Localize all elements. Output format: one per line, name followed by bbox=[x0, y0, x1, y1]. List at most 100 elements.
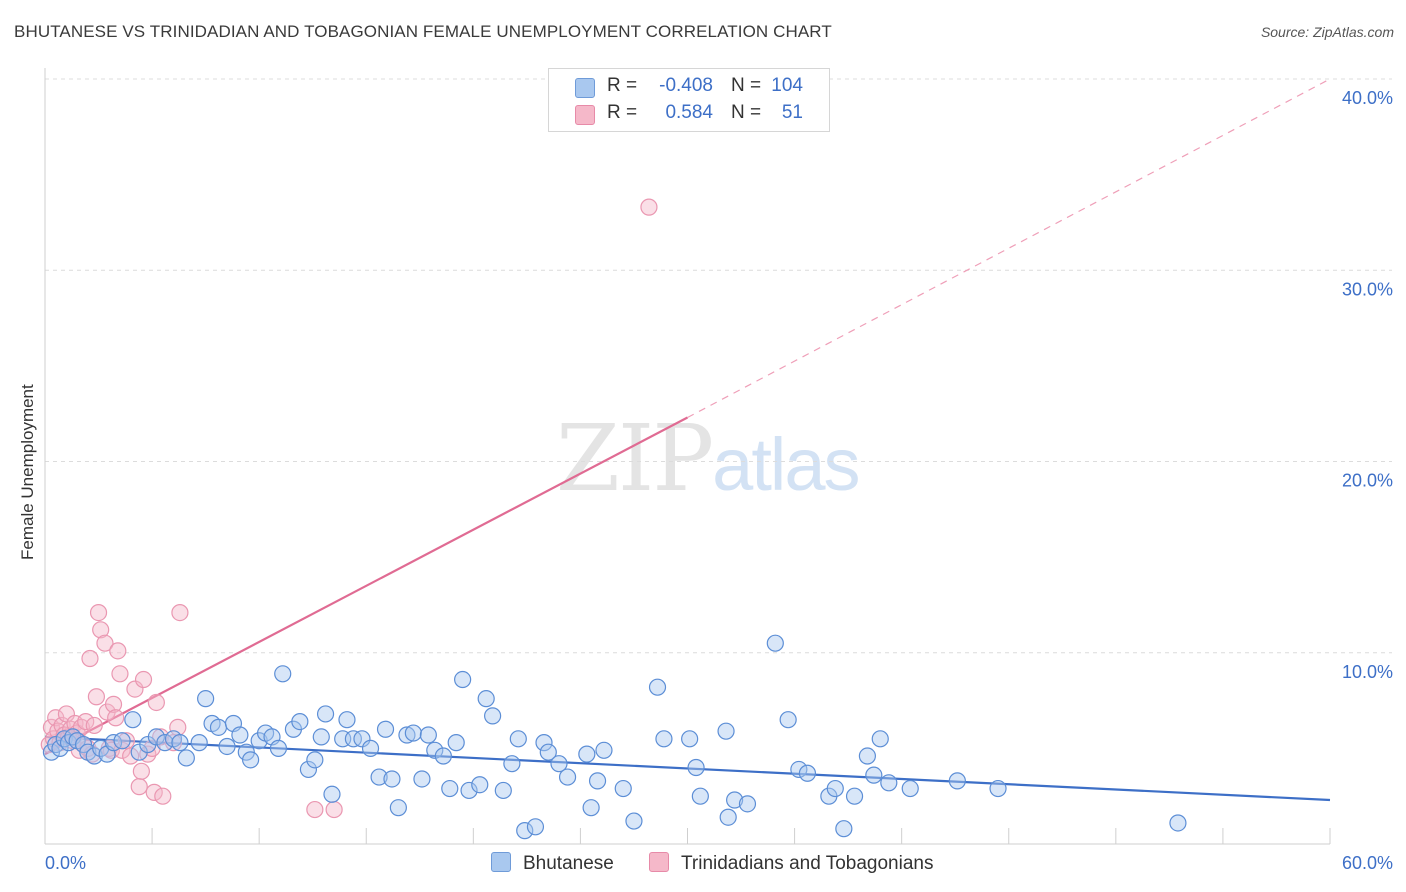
point-bhutanese bbox=[323, 785, 341, 803]
point-bhutanese bbox=[865, 766, 883, 784]
point-bhutanese bbox=[826, 779, 844, 798]
legend-label-trinidadians: Trinidadians and Tobagonians bbox=[681, 853, 934, 874]
point-trinidadians bbox=[89, 603, 108, 622]
point-bhutanese bbox=[835, 820, 853, 838]
point-trinidadians bbox=[85, 716, 103, 735]
point-bhutanese bbox=[274, 665, 292, 683]
legend-r-value: 0.584 bbox=[665, 102, 713, 123]
legend-swatch-blue bbox=[575, 78, 595, 98]
point-bhutanese bbox=[477, 690, 495, 708]
point-bhutanese bbox=[177, 749, 195, 767]
legend-n-label: N = bbox=[731, 75, 762, 96]
legend-item-trinidadians[interactable]: Trinidadians and Tobagonians bbox=[649, 852, 933, 875]
legend-item-bhutanese[interactable]: Bhutanese bbox=[491, 852, 614, 875]
legend-label-bhutanese: Bhutanese bbox=[523, 853, 614, 874]
point-trinidadians bbox=[154, 787, 172, 805]
point-bhutanese bbox=[880, 774, 898, 792]
point-trinidadians bbox=[132, 762, 150, 780]
point-bhutanese bbox=[687, 758, 705, 777]
point-bhutanese bbox=[655, 730, 673, 748]
legend-r-value: -0.408 bbox=[659, 75, 713, 96]
point-bhutanese bbox=[858, 747, 877, 765]
point-bhutanese bbox=[147, 728, 165, 746]
point-bhutanese bbox=[798, 764, 817, 782]
point-bhutanese bbox=[370, 768, 388, 786]
point-bhutanese bbox=[779, 711, 797, 729]
point-bhutanese bbox=[447, 734, 465, 752]
point-bhutanese bbox=[719, 808, 737, 826]
point-bhutanese bbox=[124, 711, 142, 729]
point-bhutanese bbox=[190, 734, 208, 752]
point-bhutanese bbox=[306, 751, 324, 769]
point-bhutanese bbox=[51, 739, 69, 757]
point-bhutanese bbox=[766, 634, 784, 652]
point-bhutanese bbox=[845, 787, 864, 805]
point-bhutanese bbox=[681, 730, 699, 748]
point-trinidadians bbox=[130, 778, 148, 796]
point-bhutanese bbox=[717, 722, 735, 740]
point-bhutanese bbox=[383, 770, 401, 788]
point-trinidadians bbox=[171, 603, 189, 622]
point-bhutanese bbox=[398, 726, 416, 744]
point-bhutanese bbox=[726, 791, 744, 809]
point-bhutanese bbox=[526, 818, 545, 836]
point-trinidadians bbox=[77, 712, 95, 731]
point-bhutanese bbox=[269, 739, 288, 757]
point-bhutanese bbox=[558, 768, 577, 786]
watermark: ZIPatlas bbox=[556, 405, 860, 512]
point-trinidadians bbox=[306, 800, 324, 819]
point-trinidadians bbox=[81, 649, 99, 668]
point-bhutanese bbox=[588, 772, 607, 790]
series-legend: Bhutanese Trinidadians and Tobagonians bbox=[0, 852, 1406, 878]
legend-row-trinidadians: R = 0.584 N = 51 bbox=[549, 101, 829, 127]
tick-labels: 10.0% 20.0% 30.0% 40.0% 0.0% 60.0% bbox=[45, 88, 1393, 873]
point-bhutanese bbox=[299, 760, 318, 779]
point-bhutanese bbox=[231, 726, 249, 744]
point-bhutanese bbox=[197, 690, 215, 708]
point-bhutanese bbox=[625, 812, 643, 830]
point-trinidadians bbox=[122, 747, 140, 765]
y-tick-label: 30.0% bbox=[1342, 279, 1393, 299]
trend-line-trinidadians-extrapolated bbox=[687, 78, 1331, 419]
point-trinidadians bbox=[145, 783, 163, 801]
axes bbox=[44, 68, 1331, 845]
point-bhutanese bbox=[113, 732, 131, 750]
point-trinidadians bbox=[325, 800, 343, 819]
point-bhutanese bbox=[595, 741, 613, 759]
point-bhutanese bbox=[426, 741, 444, 759]
point-trinidadians bbox=[104, 695, 123, 713]
legend-n-value: 51 bbox=[781, 102, 803, 123]
point-bhutanese bbox=[338, 711, 356, 729]
series-bhutanese-points bbox=[42, 634, 1187, 840]
point-bhutanese bbox=[156, 734, 174, 752]
point-bhutanese bbox=[218, 737, 236, 756]
point-bhutanese bbox=[413, 770, 431, 788]
point-trinidadians bbox=[640, 198, 658, 216]
legend-r-label: R = bbox=[607, 102, 638, 123]
point-bhutanese bbox=[989, 779, 1007, 798]
point-bhutanese bbox=[404, 724, 422, 742]
point-bhutanese bbox=[242, 751, 260, 769]
legend-swatch-pink bbox=[575, 105, 595, 125]
point-bhutanese bbox=[389, 799, 407, 817]
point-bhutanese bbox=[550, 755, 568, 773]
point-bhutanese bbox=[419, 726, 437, 744]
gridlines bbox=[45, 78, 1392, 654]
point-bhutanese bbox=[691, 787, 709, 805]
legend-n-label: N = bbox=[731, 102, 762, 123]
point-trinidadians bbox=[134, 670, 153, 689]
point-bhutanese bbox=[460, 781, 478, 800]
legend-swatch-blue bbox=[491, 852, 511, 872]
point-trinidadians bbox=[147, 693, 165, 712]
point-bhutanese bbox=[790, 760, 808, 779]
point-bhutanese bbox=[871, 730, 889, 748]
x-tick-label: 0.0% bbox=[45, 853, 86, 873]
point-bhutanese bbox=[738, 795, 757, 813]
point-bhutanese bbox=[535, 734, 553, 752]
point-bhutanese bbox=[171, 734, 189, 752]
point-bhutanese bbox=[361, 739, 380, 757]
legend-row-bhutanese: R = -0.408 N = 104 bbox=[549, 74, 829, 100]
point-bhutanese bbox=[503, 755, 521, 773]
y-tick-label: 40.0% bbox=[1342, 88, 1393, 108]
point-bhutanese bbox=[434, 747, 452, 765]
